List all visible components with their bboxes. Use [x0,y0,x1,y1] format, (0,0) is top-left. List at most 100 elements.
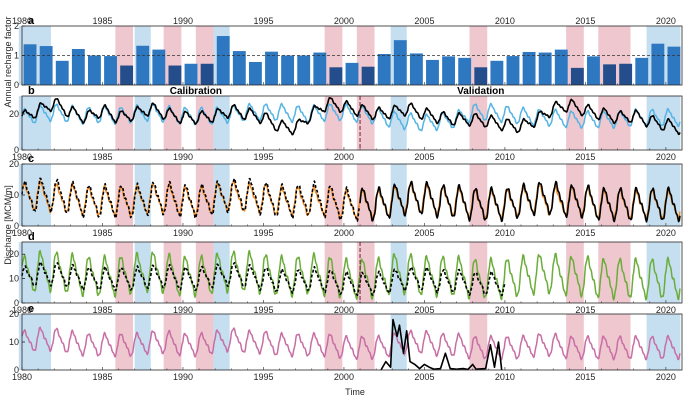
band-wet-e [646,314,681,370]
x-tick-label: 2005 [414,305,434,315]
series-observed-e [380,318,503,371]
bar-1987 [136,45,150,85]
band-dry-e [195,314,214,370]
x-tick-label: 1990 [173,305,193,315]
panel-label-e: e [28,303,34,315]
x-tick-label: 2005 [414,372,434,382]
bar-1991 [200,63,214,85]
x-tick-label: 2020 [656,372,676,382]
bar-2000 [345,62,359,85]
y-tick-label-c: 10 [9,190,19,200]
y-axis-label-recharge: Annual recharge factor [3,16,13,107]
band-wet-b [390,96,407,150]
x-tick-label: 1985 [92,228,112,238]
bar-2007 [458,57,472,85]
y-tick-label-a: 2 [14,21,19,31]
series-observed-calibration-d [21,261,361,296]
bar-1992 [216,36,230,85]
bar-2012 [538,52,552,85]
band-dry-b [324,96,343,150]
bar-1996 [281,55,295,85]
bar-1999 [329,67,343,85]
x-tick-label: 2000 [334,152,354,162]
x-tick-label: 2010 [495,372,515,382]
x-axis-label: Time [345,387,365,397]
band-dry-e [598,314,631,370]
bar-2008 [474,67,488,85]
series-model-d [21,249,681,301]
x-tick-label: 2020 [656,228,676,238]
panel-frame-b [21,95,683,151]
x-tick-label: 2015 [575,372,595,382]
band-wet-e [134,314,151,370]
x-tick-label: 2000 [334,16,354,26]
x-tick-label: 2005 [414,152,434,162]
bar-1989 [168,65,182,85]
x-tick-label: 2010 [495,228,515,238]
y-tick-label-e: 0 [14,365,19,375]
bar-1984 [88,55,101,85]
bar-1982 [55,60,69,85]
series-observed-validation-d [359,266,506,297]
bar-2011 [522,51,536,85]
x-tick-label: 1990 [173,372,193,382]
bar-1994 [248,61,262,85]
band-wet-c [134,164,151,226]
bar-2002 [377,54,391,85]
x-tick-label: 1995 [253,152,273,162]
bar-1993 [232,51,246,85]
x-tick-label: 2015 [575,305,595,315]
x-tick-label: 1980 [12,372,32,382]
bar-2020 [667,46,681,85]
x-tick-label: 1990 [173,16,193,26]
x-tick-label: 1985 [92,372,112,382]
x-tick-label: 1980 [12,152,32,162]
x-tick-label: 2000 [334,305,354,315]
y-tick-label-b: 20 [9,109,19,119]
band-dry-e [163,314,182,370]
y-tick-label-a: 0 [14,80,19,90]
bar-1981 [39,46,53,85]
series-observed-b [21,97,681,136]
bar-2018 [635,57,649,85]
bar-2013 [554,49,568,85]
bar-2016 [603,64,616,85]
y-tick-label-c: 0 [14,221,19,231]
y-tick-label-d: 10 [9,274,19,284]
x-tick-label: 2015 [575,16,595,26]
y-tick-label-d: 20 [9,249,19,259]
bar-1980 [23,44,37,85]
bar-2014 [570,67,584,85]
x-tick-label: 1995 [253,305,273,315]
panel-label-c: c [28,153,34,165]
bar-2001 [361,66,375,85]
bar-2019 [651,43,665,85]
x-tick-label: 2010 [495,16,515,26]
x-tick-label: 2010 [495,152,515,162]
x-tick-label: 1995 [253,16,273,26]
bar-1998 [313,52,327,85]
series-observed-calibration-c [21,177,361,222]
bar-2015 [587,56,600,85]
y-tick-label-c: 20 [9,159,19,169]
y-axis-label-discharge: Discharge [MCM/m] [3,185,13,265]
x-tick-label: 1980 [12,305,32,315]
bar-2017 [619,63,633,85]
x-tick-label: 1990 [173,152,193,162]
bar-2005 [426,59,439,85]
x-tick-label: 1985 [92,152,112,162]
bar-2004 [409,53,423,85]
bar-2009 [490,60,504,85]
band-dry-b [356,96,375,150]
series-observed-validation-c [359,180,681,223]
band-dry-e [566,314,584,370]
panel-label-a: a [28,15,35,27]
panel-contents: Calibration Validation [21,36,682,371]
y-tick-label-b: 0 [14,145,19,155]
x-tick-label: 2020 [656,152,676,162]
bar-1983 [71,49,85,85]
bar-1985 [104,56,117,85]
bar-1995 [265,51,278,85]
annotation-validation: Validation [457,86,504,97]
